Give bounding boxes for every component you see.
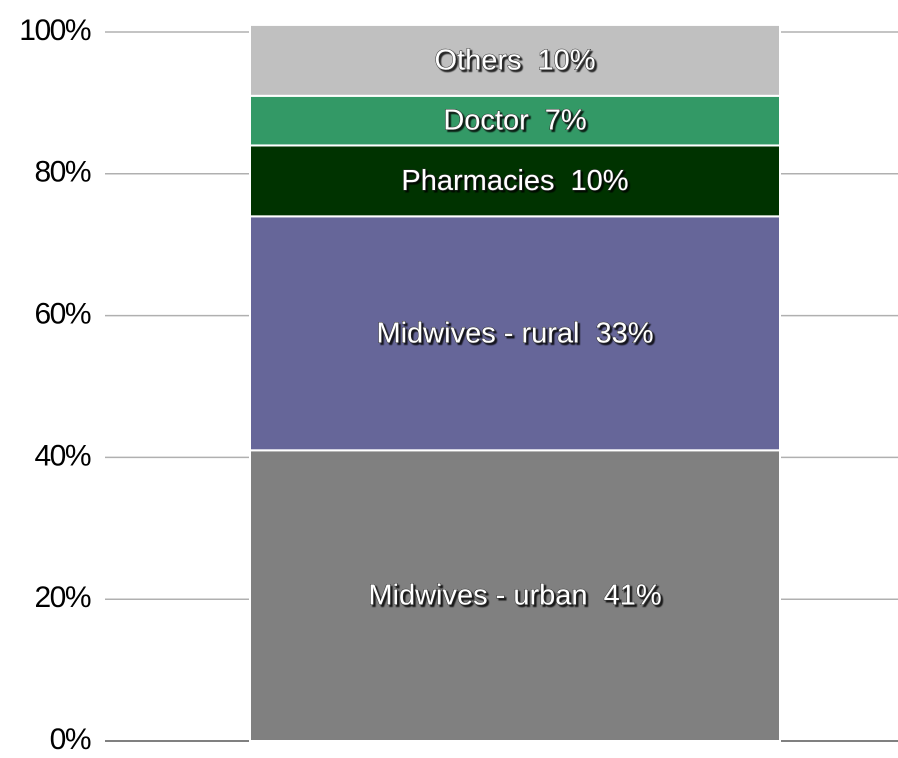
series-name: Doctor bbox=[443, 104, 529, 136]
segment-label: Others 10% bbox=[434, 44, 595, 76]
y-tick-label: 20% bbox=[34, 581, 90, 614]
series-name: Midwives - urban bbox=[368, 579, 587, 611]
y-tick-label: 60% bbox=[34, 298, 90, 331]
bar-segment bbox=[249, 215, 781, 452]
y-tick-label: 100% bbox=[19, 14, 91, 47]
segment-label: Midwives - rural 33% bbox=[376, 317, 653, 349]
series-name: Midwives - rural bbox=[376, 317, 579, 349]
value-label: 41% bbox=[604, 579, 662, 611]
y-tick-label: 0% bbox=[50, 723, 91, 756]
bar-segment bbox=[249, 449, 781, 742]
segment-label: Doctor 7% bbox=[443, 104, 586, 136]
value-label: 33% bbox=[595, 317, 653, 349]
value-label: 7% bbox=[545, 104, 587, 136]
bar-segment bbox=[249, 23, 781, 97]
y-tick-label: 80% bbox=[34, 156, 90, 189]
value-label: 10% bbox=[571, 165, 629, 197]
segment-label: Pharmacies 10% bbox=[401, 165, 628, 197]
bar-segment bbox=[249, 144, 781, 218]
y-tick-label: 40% bbox=[34, 439, 90, 472]
series-name: Pharmacies bbox=[401, 165, 554, 197]
value-label: 10% bbox=[537, 44, 595, 76]
series-name: Others bbox=[434, 44, 521, 76]
segment-label: Midwives - urban 41% bbox=[368, 579, 661, 611]
